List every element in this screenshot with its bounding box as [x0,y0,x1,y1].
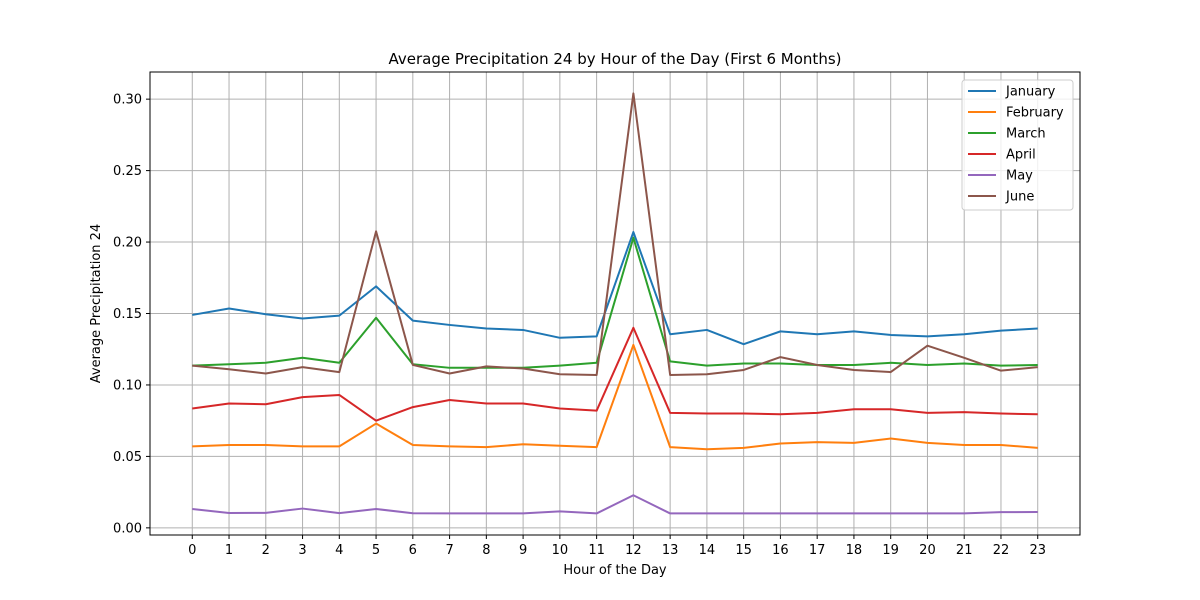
x-tick-label: 11 [588,543,605,558]
legend-label-march: March [1006,127,1046,142]
x-tick-label: 14 [699,543,716,558]
x-tick-label: 18 [846,543,863,558]
legend-label-june: June [1005,190,1034,205]
x-axis-label: Hour of the Day [563,563,667,578]
x-tick-label: 7 [445,543,453,558]
x-tick-label: 6 [409,543,417,558]
series-line-may [192,494,1038,515]
x-tick-label: 8 [482,543,490,558]
x-tick-label: 9 [519,543,527,558]
x-tick-label: 4 [335,543,343,558]
x-tick-label: 2 [262,543,270,558]
x-tick-label: 3 [298,543,306,558]
x-tick-label: 17 [809,543,826,558]
x-tick-label: 12 [625,543,642,558]
y-tick-label: 0.10 [113,378,142,393]
x-tick-label: 20 [919,543,936,558]
x-tick-label: 22 [993,543,1010,558]
y-tick-label: 0.05 [113,450,142,465]
x-tick-label: 23 [1029,543,1046,558]
x-tick-label: 1 [225,543,233,558]
series-line-march [192,236,1038,369]
chart-title: Average Precipitation 24 by Hour of the … [389,50,842,68]
x-tick-label: 19 [882,543,899,558]
y-axis-label: Average Precipitation 24 [89,224,104,383]
axis-ticks: 0 1 2 3 4 5 6 7 8 9 10 11 12 13 14 15 16 17 18 19 20 21 22 230.… [113,93,1046,558]
plot-frame [149,71,1081,536]
x-tick-label: 10 [552,543,569,558]
series-line-january [192,231,1038,346]
y-tick-label: 0.25 [113,164,142,179]
x-tick-label: 0 [188,543,196,558]
series-line-june [192,92,1038,376]
y-tick-label: 0.20 [113,236,142,251]
x-tick-label: 21 [956,543,973,558]
x-tick-label: 16 [772,543,789,558]
y-tick-label: 0.15 [113,307,142,322]
legend-label-february: February [1006,106,1064,121]
series-line-february [192,343,1038,451]
x-tick-label: 15 [735,543,752,558]
x-tick-label: 5 [372,543,380,558]
legend-label-april: April [1006,148,1036,163]
series-line-april [192,326,1038,422]
grid [150,72,1080,535]
legend-label-january: January [1005,85,1056,100]
y-tick-label: 0.30 [113,93,142,108]
legend: January February March April May June [961,79,1074,211]
series-lines [192,92,1038,515]
legend-label-may: May [1006,169,1033,184]
x-tick-label: 13 [662,543,679,558]
y-tick-label: 0.00 [113,521,142,536]
